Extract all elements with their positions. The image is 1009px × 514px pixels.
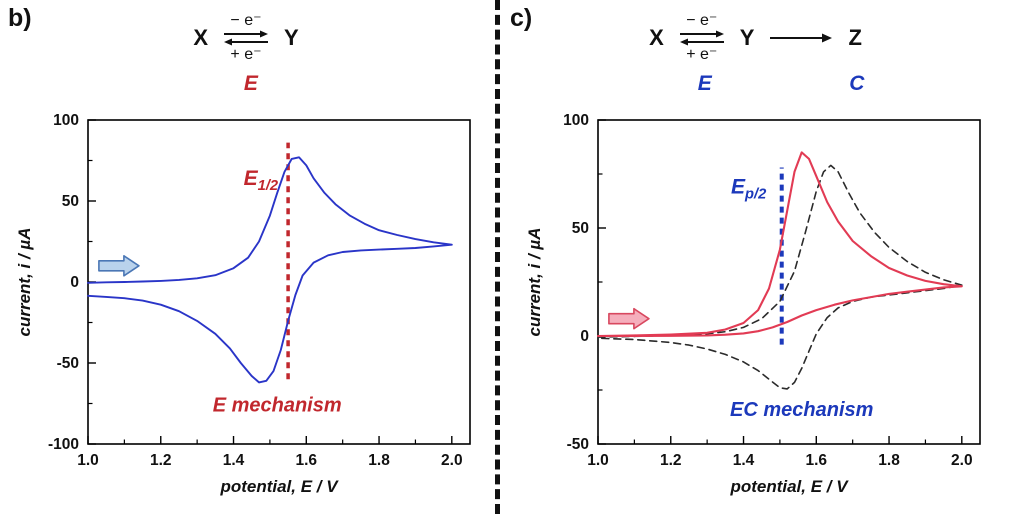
mechanism-label-c: EC mechanism	[730, 399, 873, 421]
y-tick-label: 0	[70, 274, 79, 291]
panel-b: b) X − e⁻ + e⁻ Y E 1.0 1.2 1.4 1.6 1.8 2.0 -10…	[0, 0, 492, 514]
product-species: Y	[284, 25, 299, 50]
reaction-scheme-b: X − e⁻ + e⁻ Y	[0, 6, 492, 70]
reactant-species: X	[649, 25, 664, 50]
panel-label-b: b)	[8, 4, 32, 32]
x-tick-label: 2.0	[441, 452, 463, 469]
mechanism-step-row-b: E	[0, 70, 492, 106]
panel-label-c: c)	[510, 4, 533, 32]
panel-c: c) X − e⁻ + e⁻ Y Z E C 1.0 1.2 1.4 1.6 1.8 2.…	[502, 0, 1009, 514]
x-tick-label: 1.8	[368, 452, 390, 469]
y-tick-label: 0	[580, 328, 589, 345]
final-product-species: Z	[848, 25, 862, 50]
equilibrium-arrows-icon	[224, 30, 268, 46]
equilibrium-group: − e⁻ + e⁻	[678, 12, 726, 64]
y-tick-label: 100	[563, 112, 589, 129]
mechanism-step-label-E: E	[697, 72, 712, 95]
y-tick-label: 50	[572, 220, 589, 237]
oxidation-electron-label: − e⁻	[686, 12, 718, 29]
x-tick-label: 1.8	[878, 452, 900, 469]
cv-plot-b: 1.0 1.2 1.4 1.6 1.8 2.0 -100 -50 0 50 100 potential…	[15, 112, 471, 496]
x-tick-label: 1.2	[660, 452, 682, 469]
dashed-divider-line	[494, 0, 500, 514]
forward-reaction-arrow-icon	[770, 33, 833, 43]
mechanism-step-label-E: E	[243, 72, 258, 95]
y-tick-label: -100	[48, 436, 79, 453]
cv-curve-reference-e-mechanism-dashed	[597, 164, 963, 390]
reduction-electron-label: + e⁻	[686, 46, 718, 63]
y-axis-title: current, i / µA	[15, 228, 34, 337]
y-tick-label: -50	[57, 355, 79, 372]
y-tick-label: -50	[567, 436, 589, 453]
cv-plot-c: 1.0 1.2 1.4 1.6 1.8 2.0 -50 0 50 100 potential, E …	[525, 112, 981, 496]
x-tick-label: 1.0	[77, 452, 99, 469]
mechanism-step-label-C: C	[849, 72, 865, 95]
x-axis-title: potential, E / V	[729, 477, 849, 496]
x-tick-label: 1.4	[733, 452, 755, 469]
intermediate-species: Y	[739, 25, 755, 50]
x-tick-label: 1.0	[587, 452, 609, 469]
y-axis-title: current, i / µA	[525, 228, 544, 337]
reaction-scheme-c: X − e⁻ + e⁻ Y Z	[502, 6, 1009, 70]
cv-curve-e-mechanism	[87, 156, 453, 384]
half-peak-potential-label: Ep/2	[731, 175, 767, 202]
half-wave-potential-label: E1/2	[244, 167, 279, 194]
x-tick-label: 1.6	[806, 452, 828, 469]
equilibrium-group: − e⁻ + e⁻	[222, 12, 270, 64]
scan-direction-arrow	[608, 307, 650, 330]
x-tick-label: 2.0	[951, 452, 973, 469]
mechanism-step-row-c: E C	[502, 70, 1009, 106]
x-tick-label: 1.2	[150, 452, 172, 469]
cv-curve-ec-mechanism	[596, 151, 963, 338]
plot-frame	[597, 119, 981, 445]
mechanism-label-b: E mechanism	[213, 395, 342, 417]
oxidation-electron-label: − e⁻	[230, 12, 262, 29]
reactant-species: X	[193, 25, 208, 50]
x-tick-label: 1.6	[296, 452, 318, 469]
equilibrium-arrows-icon	[679, 30, 724, 46]
y-tick-label: 50	[62, 193, 79, 210]
x-tick-label: 1.4	[223, 452, 245, 469]
x-axis-title: potential, E / V	[219, 477, 339, 496]
y-tick-label: 100	[53, 112, 79, 129]
reduction-electron-label: + e⁻	[230, 46, 262, 63]
scan-direction-arrow	[98, 255, 140, 277]
panel-divider	[492, 0, 502, 514]
